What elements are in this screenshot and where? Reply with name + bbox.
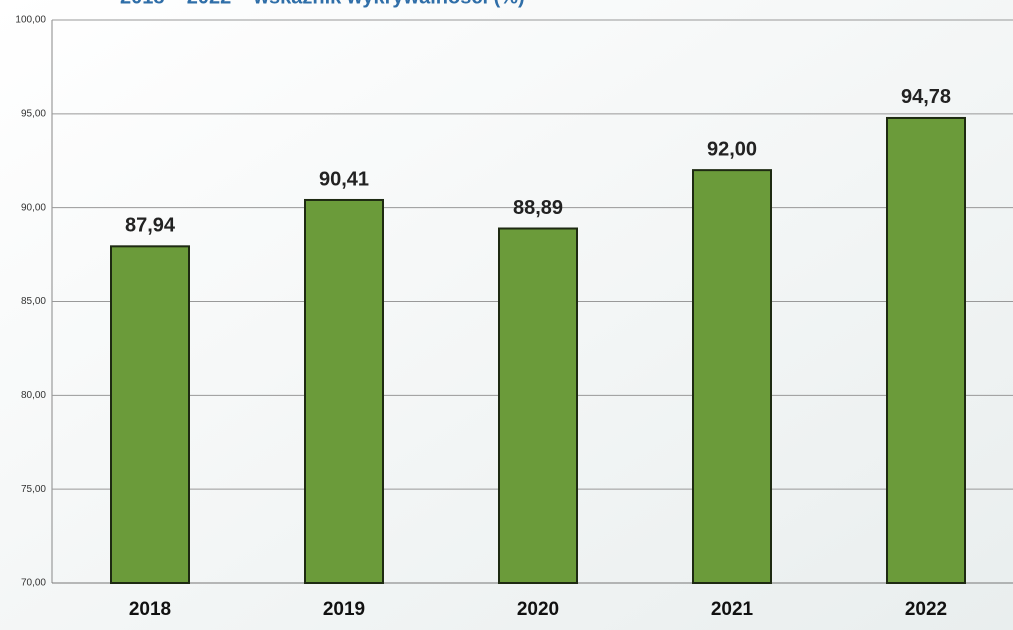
data-label: 90,41 (319, 168, 369, 190)
x-tick-label: 2022 (905, 599, 947, 620)
x-tick-label: 2018 (129, 599, 171, 620)
y-tick-label: 80,00 (21, 390, 46, 401)
data-label: 94,78 (901, 86, 951, 108)
bar (692, 169, 772, 584)
bar (110, 245, 190, 585)
y-tick-label: 70,00 (21, 578, 46, 589)
data-label: 87,94 (125, 215, 176, 237)
y-tick-label: 85,00 (21, 296, 46, 307)
x-tick-label: 2020 (517, 599, 559, 620)
bar (498, 227, 578, 584)
y-tick-label: 90,00 (21, 202, 46, 213)
y-tick-label: 100,00 (15, 15, 46, 26)
chart-title: 2018 – 2022 – wskaźnik wykrywalności (%) (120, 0, 525, 8)
bar (304, 198, 384, 585)
y-tick-label: 95,00 (21, 108, 46, 119)
x-tick-label: 2019 (323, 599, 365, 620)
x-tick-label: 2021 (711, 599, 754, 620)
y-tick-label: 75,00 (21, 484, 46, 495)
bar (886, 116, 966, 584)
data-label: 88,89 (513, 197, 563, 219)
data-label: 92,00 (707, 138, 757, 160)
